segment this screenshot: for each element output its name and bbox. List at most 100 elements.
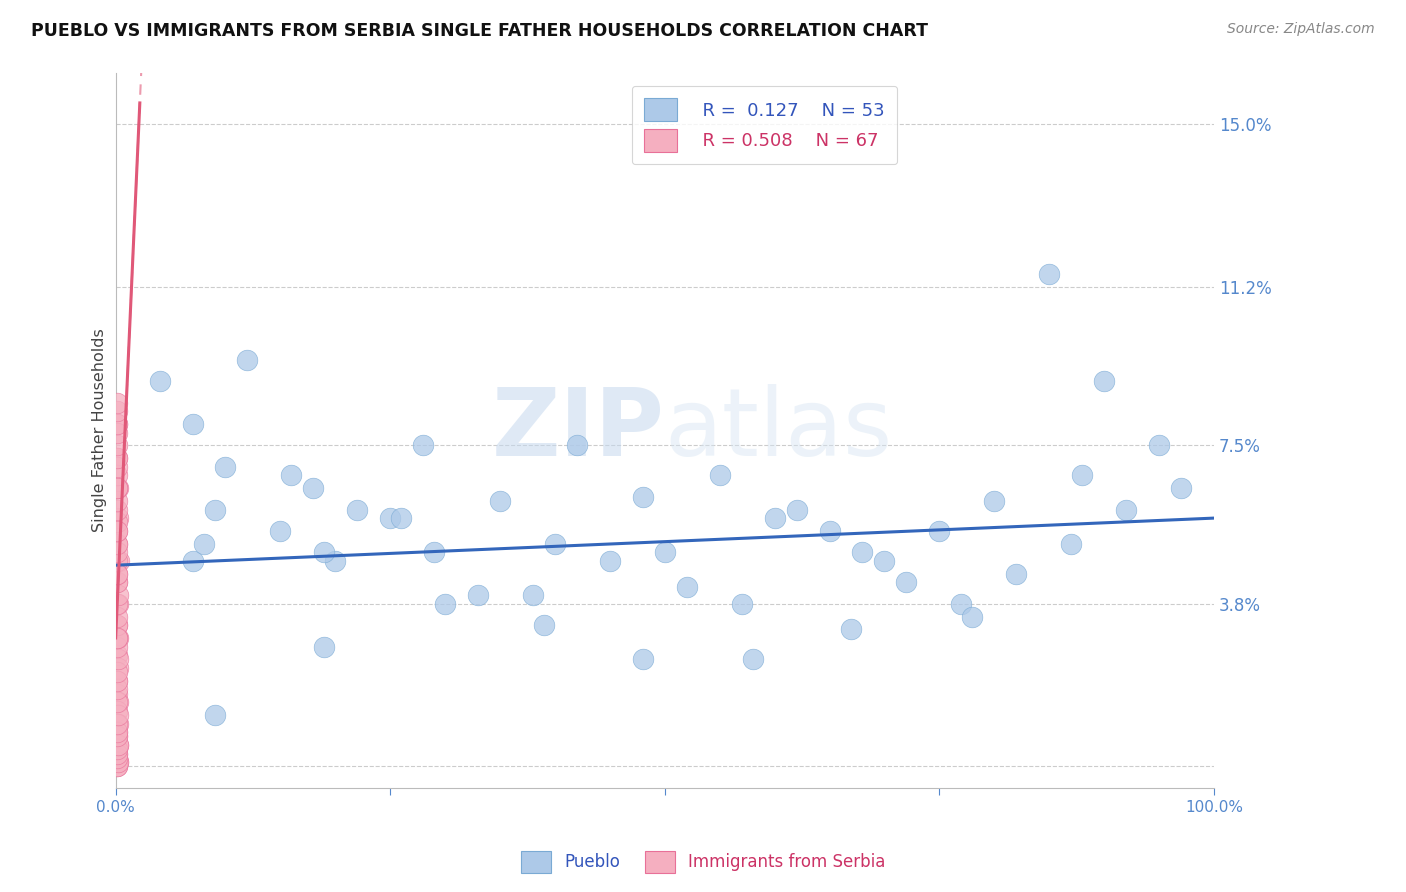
Point [107,652,129,666]
Point [105,451,128,466]
Point [105,502,128,516]
Y-axis label: Single Father Households: Single Father Households [93,328,107,533]
Point [236,352,259,367]
Point [105,451,128,466]
Point [105,609,128,624]
Point [1071,468,1094,483]
Point [107,511,129,525]
Point [1060,537,1083,551]
Point [105,695,128,709]
Point [105,566,128,581]
Point [149,374,172,388]
Point [105,704,128,718]
Point [204,708,226,723]
Point [544,537,567,551]
Point [280,468,302,483]
Point [105,648,128,662]
Point [896,575,918,590]
Point [314,640,336,654]
Legend:   R =  0.127    N = 53,   R = 0.508    N = 67: R = 0.127 N = 53, R = 0.508 N = 67 [631,86,897,164]
Point [105,537,128,551]
Legend: Pueblo, Immigrants from Serbia: Pueblo, Immigrants from Serbia [513,845,893,880]
Point [631,652,654,666]
Point [105,725,128,739]
Point [105,673,128,688]
Point [105,747,128,761]
Point [107,755,129,769]
Point [962,609,984,624]
Point [107,597,129,611]
Point [105,575,128,590]
Point [389,511,412,525]
Point [654,545,676,559]
Point [323,554,346,568]
Point [105,687,128,701]
Point [105,425,128,440]
Point [346,502,368,516]
Point [950,597,973,611]
Text: Source: ZipAtlas.com: Source: ZipAtlas.com [1227,22,1375,37]
Point [105,575,128,590]
Point [1038,267,1060,281]
Point [105,742,128,756]
Point [423,545,446,559]
Point [105,494,128,508]
Point [105,725,128,739]
Point [105,747,128,761]
Point [105,438,128,452]
Point [193,537,215,551]
Point [851,545,873,559]
Point [105,554,128,568]
Point [709,468,731,483]
Point [107,716,129,731]
Point [631,490,654,504]
Point [204,502,226,516]
Point [533,618,555,632]
Point [105,618,128,632]
Point [107,708,129,723]
Point [105,468,128,483]
Point [105,759,128,773]
Point [786,502,808,516]
Point [873,554,896,568]
Point [1005,566,1028,581]
Point [105,566,128,581]
Text: atlas: atlas [665,384,893,476]
Point [1170,481,1192,495]
Point [434,597,457,611]
Text: PUEBLO VS IMMIGRANTS FROM SERBIA SINGLE FATHER HOUSEHOLDS CORRELATION CHART: PUEBLO VS IMMIGRANTS FROM SERBIA SINGLE … [31,22,928,40]
Point [105,537,128,551]
Point [983,494,1005,508]
Point [107,631,129,645]
Point [522,588,544,602]
Point [741,652,763,666]
Point [467,588,489,602]
Point [105,631,128,645]
Point [105,751,128,765]
Point [763,511,786,525]
Point [105,481,128,495]
Point [105,631,128,645]
Point [1115,502,1137,516]
Point [107,755,129,769]
Point [105,665,128,680]
Point [380,511,402,525]
Point [107,738,129,752]
Point [181,417,204,431]
Point [105,459,128,474]
Point [105,404,128,418]
Point [412,438,434,452]
Point [599,554,621,568]
Point [841,623,863,637]
Point [730,597,752,611]
Point [818,524,841,538]
Point [214,459,236,474]
Point [105,730,128,744]
Point [105,597,128,611]
Point [107,588,129,602]
Point [105,682,128,697]
Point [107,661,129,675]
Point [105,730,128,744]
Point [1092,374,1115,388]
Point [108,554,131,568]
